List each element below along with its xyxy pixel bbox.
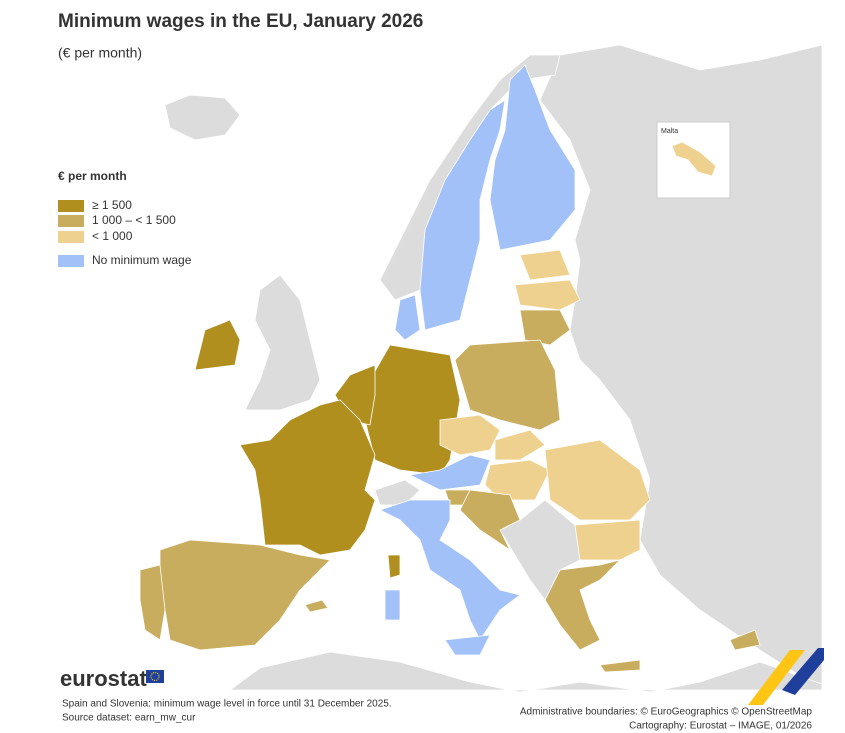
inset-label: Malta: [661, 128, 678, 135]
malta-inset: Malta: [656, 121, 731, 199]
credit-cartography: Cartography: Eurostat – IMAGE, 01/2026: [629, 721, 812, 732]
spain: [159, 539, 331, 651]
slovakia: [494, 429, 546, 461]
subtitle: (€ per month): [58, 45, 142, 61]
romania: [544, 439, 651, 521]
balearics: [304, 599, 329, 613]
legend-label: ≥ 1 500: [92, 198, 132, 212]
estonia: [519, 249, 571, 281]
eu-flag: [146, 670, 164, 683]
austria: [408, 454, 491, 491]
sicily: [444, 634, 491, 656]
legend-swatch: [58, 231, 84, 243]
stripe-yellow: [748, 650, 805, 705]
corsica: [387, 554, 401, 579]
denmark: [394, 294, 421, 341]
legend-swatch: [58, 215, 84, 227]
eu-stars: [150, 671, 160, 682]
logo-text: eurostat: [60, 666, 147, 691]
cyprus: [729, 629, 761, 651]
lithuania: [519, 309, 571, 346]
poland: [454, 339, 561, 431]
latvia: [514, 279, 581, 311]
hungary: [484, 459, 551, 501]
sardinia: [384, 589, 401, 621]
sweden: [419, 99, 506, 331]
north-africa: [228, 651, 823, 693]
united-kingdom: [244, 274, 321, 411]
legend-title: € per month: [58, 169, 127, 183]
italy: [378, 499, 521, 641]
portugal: [139, 564, 166, 641]
title: Minimum wages in the EU, January 2026: [58, 11, 423, 32]
source: Source dataset: earn_mw_cur: [62, 713, 196, 724]
bulgaria: [574, 519, 641, 561]
iceland: [164, 94, 241, 141]
germany: [364, 344, 461, 476]
legend-label: 1 000 – < 1 500: [92, 213, 176, 227]
legend-swatch: [58, 200, 84, 212]
footnote: Spain and Slovenia: minimum wage level i…: [62, 699, 392, 710]
legend-label: < 1 000: [92, 229, 133, 243]
legend-swatch: [58, 255, 84, 267]
logo: eurostat: [60, 666, 164, 691]
czechia: [439, 414, 501, 456]
ireland: [194, 319, 241, 371]
finland: [489, 64, 576, 251]
legend-label: No minimum wage: [92, 253, 192, 267]
east-region: [539, 44, 823, 691]
stripe-blue: [782, 648, 824, 695]
croatia: [459, 489, 521, 552]
france: [239, 399, 376, 556]
eu-countries: [139, 64, 761, 673]
malta: [671, 141, 717, 177]
crete: [599, 659, 641, 673]
greece: [544, 559, 622, 651]
switzerland: [374, 479, 421, 506]
credit-boundaries: Administrative boundaries: © EuroGeograp…: [520, 707, 813, 718]
